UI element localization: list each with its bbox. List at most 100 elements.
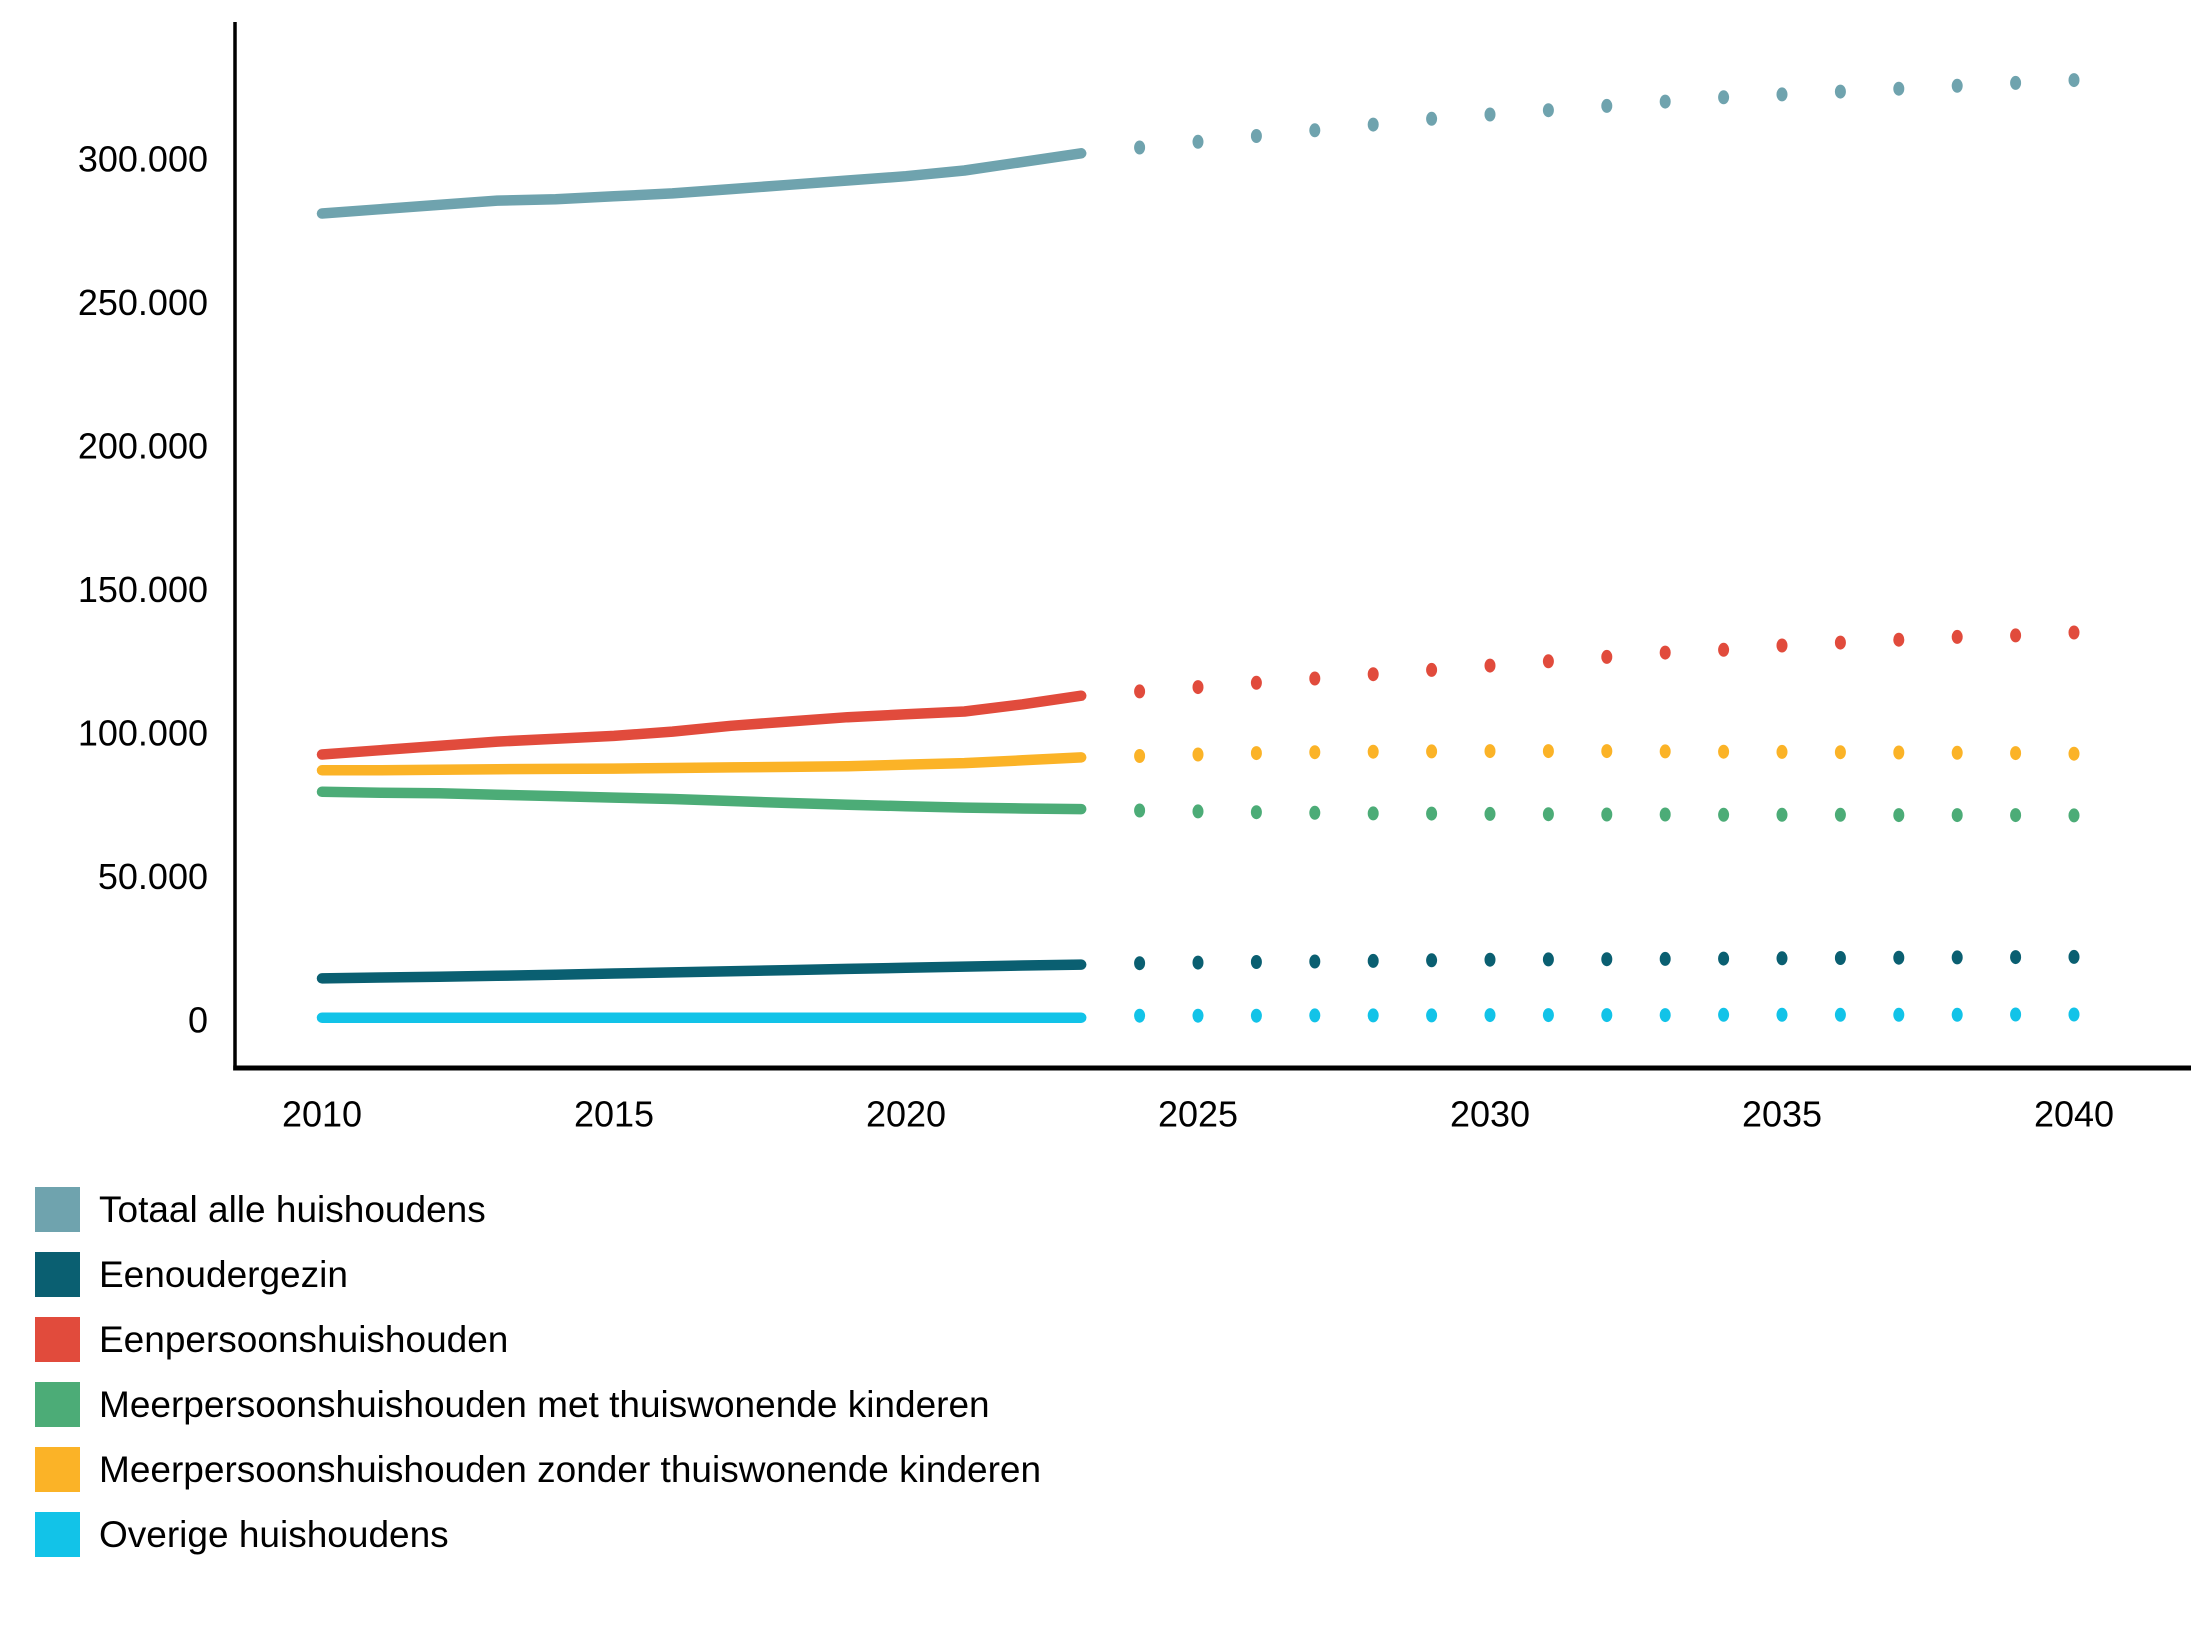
x-axis-tick-label: 2035: [1742, 1094, 1822, 1135]
series-forecast-dot-eenpersoonshuishouden: [1484, 658, 1496, 673]
series-forecast-dot-overige-huishoudens: [1601, 1008, 1613, 1023]
series-forecast-dot-meerpersoonshuishouden-zonder-thuiswonende-kinderen: [2010, 746, 2022, 761]
series-forecast-dot-totaal-alle-huishoudens: [1484, 107, 1496, 122]
series-forecast-dot-meerpersoonshuishouden-zonder-thuiswonende-kinderen: [1951, 745, 1963, 760]
series-forecast-dot-totaal-alle-huishoudens: [2068, 73, 2080, 88]
series-line-meerpersoonshuishouden-zonder-thuiswonende-kinderen: [316, 752, 1087, 776]
x-axis-tick-label: 2025: [1158, 1094, 1238, 1135]
legend-item-meerpersoons-zonder-kinderen: Meerpersoonshuishouden zonder thuiswonen…: [35, 1447, 1041, 1492]
series-forecast-dot-eenoudergezin: [2068, 949, 2080, 964]
legend-label-totaal: Totaal alle huishoudens: [99, 1189, 486, 1230]
series-forecast-dot-eenoudergezin: [1542, 952, 1554, 967]
series-forecast-dot-meerpersoonshuishouden-met-thuiswonende-kinderen: [1134, 803, 1146, 818]
series-forecast-dot-eenoudergezin: [1192, 955, 1204, 970]
legend-label-overige: Overige huishoudens: [99, 1514, 449, 1555]
series-forecast-dot-totaal-alle-huishoudens: [1718, 90, 1730, 105]
legend-label-meerpersoons-zonder-kinderen: Meerpersoonshuishouden zonder thuiswonen…: [99, 1449, 1042, 1490]
y-axis-tick-label: 300.000: [78, 139, 208, 180]
series-forecast-dot-eenpersoonshuishouden: [1776, 638, 1788, 653]
series-forecast-dot-meerpersoonshuishouden-met-thuiswonende-kinderen: [1192, 804, 1204, 819]
y-axis-tick-label: 0: [188, 1000, 208, 1041]
series-forecast-dot-eenpersoonshuishouden: [1250, 675, 1262, 690]
series-forecast-dot-meerpersoonshuishouden-met-thuiswonende-kinderen: [1426, 806, 1438, 821]
legend-swatch-meerpersoons-met-kinderen: [35, 1382, 80, 1427]
series-forecast-dot-eenpersoonshuishouden: [1542, 654, 1554, 669]
series-forecast-dot-overige-huishoudens: [1134, 1008, 1146, 1023]
series-forecast-dot-eenoudergezin: [1250, 955, 1262, 969]
series-forecast-dot-totaal-alle-huishoudens: [1192, 134, 1204, 149]
series-forecast-dot-eenpersoonshuishouden: [1834, 635, 1846, 650]
series-forecast-dot-overige-huishoudens: [1542, 1008, 1554, 1023]
series-forecast-dot-meerpersoonshuishouden-zonder-thuiswonende-kinderen: [1309, 745, 1321, 760]
legend-swatch-meerpersoons-zonder-kinderen: [35, 1447, 80, 1492]
y-axis-tick-label: 250.000: [78, 282, 208, 323]
series-forecast-dot-eenpersoonshuishouden: [1367, 667, 1379, 682]
series-forecast-dot-meerpersoonshuishouden-met-thuiswonende-kinderen: [1484, 806, 1496, 821]
series-forecast-dot-meerpersoonshuishouden-zonder-thuiswonende-kinderen: [1134, 749, 1146, 763]
series-forecast-dot-overige-huishoudens: [1659, 1008, 1671, 1023]
series-forecast-dot-totaal-alle-huishoudens: [1776, 87, 1788, 102]
legend-item-eenpersoonshuishouden: Eenpersoonshuishouden: [35, 1317, 1041, 1362]
series-forecast-dot-meerpersoonshuishouden-met-thuiswonende-kinderen: [1309, 805, 1321, 820]
series-forecast-dot-meerpersoonshuishouden-met-thuiswonende-kinderen: [1542, 807, 1554, 822]
series-forecast-dot-meerpersoonshuishouden-met-thuiswonende-kinderen: [1659, 807, 1671, 822]
series-forecast-dot-totaal-alle-huishoudens: [1893, 81, 1905, 96]
series-forecast-dot-meerpersoonshuishouden-met-thuiswonende-kinderen: [1250, 805, 1262, 820]
series-forecast-dot-totaal-alle-huishoudens: [1659, 94, 1671, 109]
series-forecast-dot-meerpersoonshuishouden-zonder-thuiswonende-kinderen: [1718, 744, 1730, 759]
series-forecast-dot-meerpersoonshuishouden-met-thuiswonende-kinderen: [1834, 807, 1846, 822]
series-forecast-dot-overige-huishoudens: [1951, 1007, 1963, 1022]
legend-item-overige: Overige huishoudens: [35, 1512, 1041, 1557]
series-forecast-dot-totaal-alle-huishoudens: [1250, 129, 1262, 143]
series-forecast-dot-meerpersoonshuishouden-met-thuiswonende-kinderen: [1367, 806, 1379, 821]
series-forecast-dot-meerpersoonshuishouden-met-thuiswonende-kinderen: [1601, 807, 1613, 822]
series-forecast-dot-meerpersoonshuishouden-met-thuiswonende-kinderen: [1893, 808, 1905, 823]
series-forecast-dot-overige-huishoudens: [1718, 1007, 1730, 1022]
series-forecast-dot-meerpersoonshuishouden-met-thuiswonende-kinderen: [2068, 808, 2080, 823]
series-forecast-dot-overige-huishoudens: [1250, 1008, 1262, 1023]
series-forecast-dot-overige-huishoudens: [1834, 1007, 1846, 1022]
series-forecast-dot-totaal-alle-huishoudens: [1134, 140, 1146, 155]
x-axis-tick-label: 2020: [866, 1094, 946, 1135]
legend-label-eenpersoonshuishouden: Eenpersoonshuishouden: [99, 1319, 509, 1360]
series-forecast-dot-meerpersoonshuishouden-zonder-thuiswonende-kinderen: [1834, 745, 1846, 760]
series-line-meerpersoonshuishouden-met-thuiswonende-kinderen: [316, 786, 1087, 815]
series-forecast-dot-meerpersoonshuishouden-met-thuiswonende-kinderen: [1776, 807, 1788, 822]
series-forecast-dot-meerpersoonshuishouden-zonder-thuiswonende-kinderen: [2068, 746, 2080, 761]
series-forecast-dot-overige-huishoudens: [1893, 1007, 1905, 1022]
series-forecast-dot-eenpersoonshuishouden: [2068, 625, 2080, 640]
x-axis-tick-label: 2010: [282, 1094, 362, 1135]
legend-item-eenoudergezin: Eenoudergezin: [35, 1252, 1041, 1297]
series-forecast-dot-overige-huishoudens: [1776, 1007, 1788, 1022]
series-forecast-dot-meerpersoonshuishouden-zonder-thuiswonende-kinderen: [1659, 744, 1671, 759]
series-forecast-dot-eenpersoonshuishouden: [2010, 628, 2022, 643]
series-forecast-dot-eenpersoonshuishouden: [1309, 671, 1321, 686]
series-forecast-dot-meerpersoonshuishouden-met-thuiswonende-kinderen: [2010, 808, 2022, 823]
series-forecast-dot-totaal-alle-huishoudens: [1367, 117, 1379, 132]
legend-label-meerpersoons-met-kinderen: Meerpersoonshuishouden met thuiswonende …: [99, 1384, 990, 1425]
series-forecast-dot-meerpersoonshuishouden-zonder-thuiswonende-kinderen: [1601, 744, 1613, 759]
series-forecast-dot-totaal-alle-huishoudens: [1601, 98, 1613, 113]
series-line-totaal-alle-huishoudens: [316, 148, 1087, 219]
legend-swatch-eenpersoonshuishouden: [35, 1317, 80, 1362]
x-axis-tick-label: 2040: [2034, 1094, 2114, 1135]
series-line-eenpersoonshuishouden: [316, 690, 1087, 760]
series-forecast-dot-eenoudergezin: [1601, 952, 1613, 967]
series-line-eenoudergezin: [316, 959, 1087, 984]
legend-item-totaal: Totaal alle huishoudens: [35, 1187, 1041, 1232]
series-forecast-dot-meerpersoonshuishouden-met-thuiswonende-kinderen: [1718, 807, 1730, 822]
series-forecast-dot-eenoudergezin: [1659, 951, 1671, 966]
series-forecast-dot-eenoudergezin: [1367, 953, 1379, 968]
series-forecast-dot-eenpersoonshuishouden: [1951, 629, 1963, 644]
legend: Totaal alle huishoudens Eenoudergezin Ee…: [35, 1187, 1041, 1557]
y-axis-tick-label: 50.000: [98, 856, 208, 897]
y-axis-tick-label: 150.000: [78, 569, 208, 610]
series-forecast-dot-eenoudergezin: [1776, 951, 1788, 966]
series-forecast-dot-eenoudergezin: [1834, 951, 1846, 965]
series-forecast-dot-meerpersoonshuishouden-zonder-thuiswonende-kinderen: [1893, 745, 1905, 760]
series-forecast-dot-eenpersoonshuishouden: [1893, 632, 1905, 647]
legend-label-eenoudergezin: Eenoudergezin: [99, 1254, 348, 1295]
series-forecast-dot-totaal-alle-huishoudens: [2010, 75, 2022, 90]
